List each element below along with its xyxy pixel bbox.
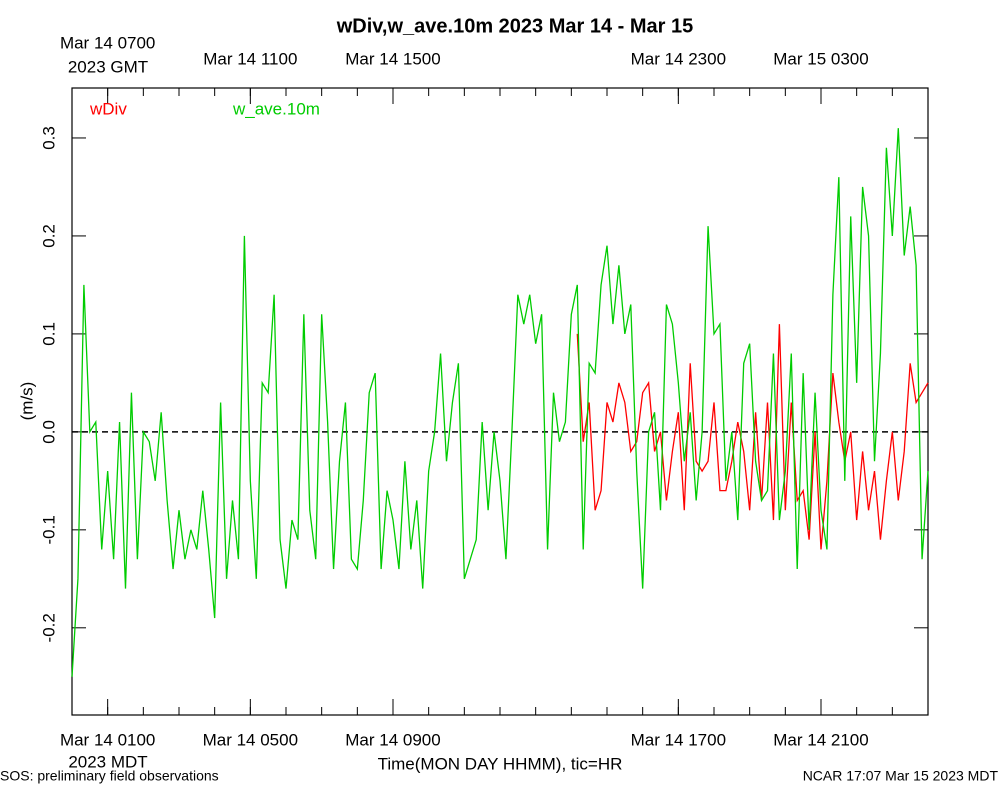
x2-sub-label: 2023 GMT <box>68 57 148 76</box>
x-tick-label: Mar 14 0900 <box>345 730 440 749</box>
x-tick-label: Mar 14 0500 <box>203 730 298 749</box>
x-sub-label: 2023 MDT <box>68 752 147 771</box>
x2-tick-label: Mar 14 2300 <box>631 49 726 68</box>
x-tick-label: Mar 14 2100 <box>773 730 868 749</box>
y-tick-label: 0.3 <box>39 126 58 150</box>
chart-title: wDiv,w_ave.10m 2023 Mar 14 - Mar 15 <box>336 15 694 37</box>
y-tick-label: -0.2 <box>39 613 58 642</box>
plot-frame <box>71 87 929 716</box>
x2-tick-label: Mar 15 0300 <box>773 49 868 68</box>
x-axis-title: Time(MON DAY HHMM), tic=HR <box>378 754 623 773</box>
x-tick-label: Mar 14 1700 <box>631 730 726 749</box>
x2-tick-label: Mar 14 1500 <box>345 49 440 68</box>
data-line <box>71 128 929 677</box>
footer-right: NCAR 17:07 Mar 15 2023 MDT <box>803 768 999 784</box>
x2-tick-label: Mar 14 1100 <box>203 49 297 68</box>
legend-label: wDiv <box>89 99 127 118</box>
legend-label: w_ave.10m <box>232 99 320 118</box>
y-tick-label: 0.2 <box>39 224 58 248</box>
y-tick-label: 0.1 <box>39 322 58 346</box>
footer-left: SOS: preliminary field observations <box>0 768 219 784</box>
x-tick-label: Mar 14 0100 <box>60 730 155 749</box>
x2-tick-label: Mar 14 0700 <box>60 33 155 52</box>
y-tick-label: 0.0 <box>39 420 58 444</box>
y-tick-label: -0.1 <box>39 515 58 544</box>
y-axis-title: (m/s) <box>17 382 36 421</box>
